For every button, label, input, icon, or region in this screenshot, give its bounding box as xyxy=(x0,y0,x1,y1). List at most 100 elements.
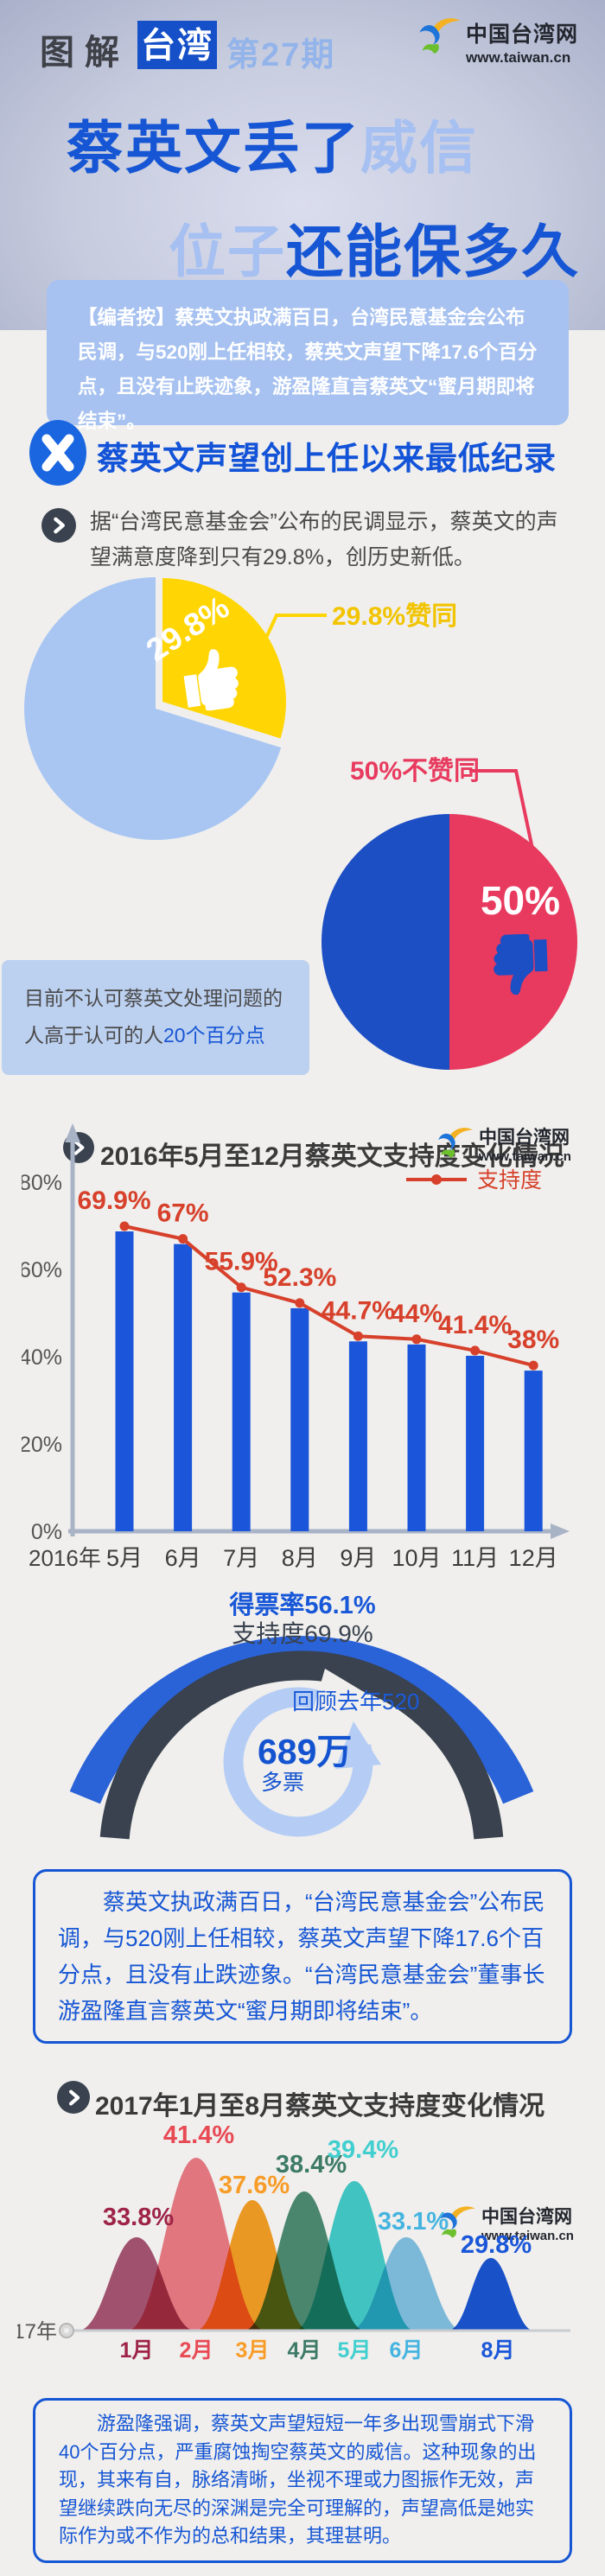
vote-share-label: 得票率56.1% xyxy=(228,1590,375,1619)
line-dot xyxy=(119,1221,130,1231)
x-tick-label: 6月 xyxy=(165,1545,201,1571)
y-tick-label: 0% xyxy=(31,1520,62,1544)
x-tick-label: 6月 xyxy=(390,2338,424,2363)
mid-note-box: 蔡英文执政满百日，“台湾民意基金会”公布民调，与520刚上任相较，蔡英文声望下降… xyxy=(33,1869,572,2044)
peak-area xyxy=(349,2237,463,2331)
bar-value-label: 41.4% xyxy=(438,1311,512,1339)
x-tick-label: 8月 xyxy=(481,2338,515,2363)
x-tick-label: 8月 xyxy=(282,1545,318,1571)
x-tick-label: 1月 xyxy=(120,2338,154,2363)
bar-value-label: 38% xyxy=(507,1326,559,1354)
section3-title: 2017年1月至8月蔡英文支持度变化情况 xyxy=(95,2092,545,2121)
title-part: 位子 xyxy=(169,219,286,283)
ring-gap-mask xyxy=(298,1669,392,1762)
peak-value-label: 33.1% xyxy=(378,2208,449,2236)
line-dot xyxy=(353,1331,363,1341)
gauge-sub-value: 多票 xyxy=(261,1771,304,1795)
brand-text: 图解 xyxy=(40,34,130,72)
axis-origin-dot-inner xyxy=(64,2328,69,2333)
support-arc xyxy=(99,1651,504,1840)
pie2-callout-line xyxy=(469,769,534,849)
info-highlight: 20个百分点 xyxy=(163,1024,265,1046)
main-title-line1: 蔡英文丢了威信 xyxy=(67,102,478,185)
x-tick-label: 11月 xyxy=(451,1545,499,1571)
peak-value-label: 37.6% xyxy=(219,2172,290,2199)
hero-header xyxy=(0,0,605,330)
x-axis-prefix: 2016年 xyxy=(29,1545,101,1571)
title-part: 还能保多久 xyxy=(286,219,580,283)
thumbs-down-icon xyxy=(494,933,548,995)
logo-url: www.taiwan.cn xyxy=(481,2229,574,2243)
gauge-big-value: 689万 xyxy=(258,1732,352,1771)
main-title-line2: 位子还能保多久 xyxy=(169,206,580,289)
pie2-other-slice xyxy=(322,814,449,1070)
support-2016-bar-chart: 0% 20% 40% 60% 80% 2016年 5月 6月 7月 8月 9月 10月 11月 12月 69… xyxy=(22,1123,570,1571)
support-line xyxy=(124,1224,534,1368)
bar-value-label: 67% xyxy=(157,1199,209,1228)
pie2-inner-value: 50% xyxy=(481,878,560,923)
line-dot xyxy=(295,1298,305,1308)
pie1-remainder-slice xyxy=(23,577,282,840)
y-tick-label: 40% xyxy=(22,1345,62,1370)
peak-value-label: 39.4% xyxy=(328,2136,398,2164)
x-axis-prefix: 2017年 xyxy=(17,2320,57,2344)
bottom-note-box: 游盈隆强调，蔡英文声望短短一年多出现雪崩式下滑40个百分点，严重腐蚀掏空蔡英文的… xyxy=(33,2398,572,2563)
taiwan-net-swirl-icon xyxy=(419,18,461,54)
x-tick-label: 7月 xyxy=(223,1545,259,1571)
bar xyxy=(290,1307,309,1531)
y-tick-label: 80% xyxy=(22,1171,62,1195)
taiwan-net-swirl-icon xyxy=(438,1128,473,1158)
logo-url: www.taiwan.cn xyxy=(466,49,571,66)
bar xyxy=(348,1341,367,1531)
logo-name: 中国台湾网 xyxy=(466,22,579,47)
peak-value-label: 29.8% xyxy=(461,2231,532,2259)
pie1-callout-label: 29.8%赞同 xyxy=(332,602,457,631)
line-dot xyxy=(178,1234,188,1244)
info-line2: 人高于认可的人 xyxy=(24,1024,163,1046)
brand-box: 台湾 xyxy=(137,21,217,69)
legend-dot xyxy=(431,1174,442,1185)
title-part: 蔡英文丢了 xyxy=(67,116,360,180)
bar-value-label: 55.9% xyxy=(205,1248,278,1276)
bar-value-label: 44% xyxy=(391,1300,443,1328)
section2-title: 2016年5月至12月蔡英文支持度变化情况 xyxy=(100,1142,564,1171)
peak-value-label: 33.8% xyxy=(103,2204,174,2231)
title-part: 威信 xyxy=(360,116,478,180)
bar-value-label: 69.9% xyxy=(77,1186,150,1215)
chevron-bullet-icon xyxy=(57,2081,90,2114)
chevron-bullet-icon xyxy=(41,508,76,543)
bar xyxy=(407,1344,426,1531)
x-tick-label: 4月 xyxy=(288,2338,322,2363)
issue-number: 第27期 xyxy=(226,37,336,73)
x-tick-label: 2月 xyxy=(180,2338,213,2363)
x-tick-label: 5月 xyxy=(338,2338,372,2363)
logo-name: 中国台湾网 xyxy=(481,2207,572,2227)
logo-name: 中国台湾网 xyxy=(479,1128,570,1148)
pie2-callout-label: 50%不赞同 xyxy=(350,757,480,786)
x-badge-icon xyxy=(29,420,86,486)
bar-value-label: 44.7% xyxy=(322,1296,395,1325)
bar-value-label: 52.3% xyxy=(263,1263,336,1292)
line-dot xyxy=(528,1360,538,1371)
section1-title: 蔡英文声望创上任以来最低纪录 xyxy=(97,441,557,476)
info-line1: 目前不认可蔡英文处理问题的 xyxy=(24,987,283,1009)
gap-info-box: 目前不认可蔡英文处理问题的人高于认可的人20个百分点 xyxy=(2,960,309,1075)
peak-value-label: 41.4% xyxy=(163,2121,234,2149)
legend-label: 支持度 xyxy=(477,1168,542,1193)
thumbs-up-icon xyxy=(183,649,239,711)
x-tick-label: 10月 xyxy=(392,1545,441,1571)
line-dot xyxy=(411,1334,422,1345)
site-logo: 中国台湾网 www.taiwan.cn xyxy=(437,2200,574,2243)
x-axis-arrow xyxy=(551,1523,570,1539)
taiwan-net-swirl-icon xyxy=(439,2206,475,2238)
peak-value-label: 38.4% xyxy=(276,2151,347,2178)
site-logo: 中国台湾网 www.taiwan.cn xyxy=(436,1122,571,1163)
pie1-callout-line xyxy=(258,614,327,653)
x-tick-label: 3月 xyxy=(236,2338,270,2363)
line-dot xyxy=(236,1282,246,1293)
y-tick-label: 60% xyxy=(22,1258,62,1282)
gauge-caption: 回顾去年520 xyxy=(292,1689,419,1714)
